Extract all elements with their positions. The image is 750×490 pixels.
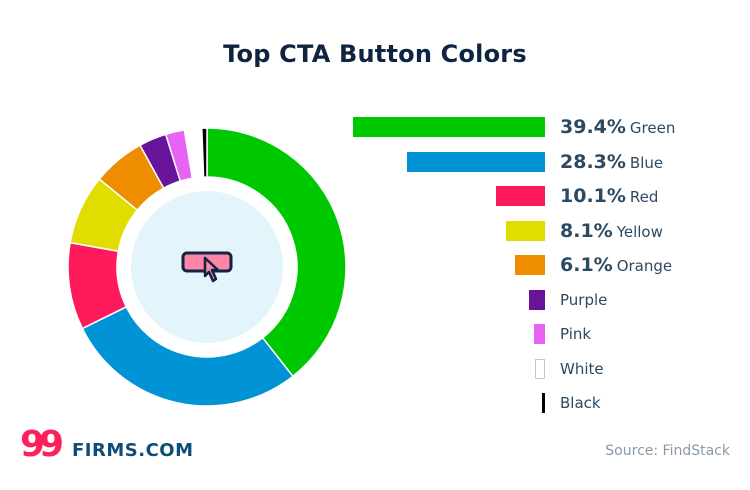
legend-row-green: 39.4% Green [340, 115, 740, 139]
legend-bar [535, 358, 545, 379]
legend-percent: 10.1% [560, 185, 626, 207]
legend-percent: 8.1% [560, 219, 613, 242]
donut-slice-black [200, 127, 208, 178]
legend-row-orange: 6.1% Orange [340, 253, 740, 277]
legend-row-white: White [340, 357, 740, 381]
legend-label: 8.1% Yellow [560, 219, 663, 244]
legend-bar [542, 393, 545, 413]
legend-category: Orange [616, 257, 673, 275]
legend-percent: 28.3% [560, 150, 626, 173]
legend-bar [529, 289, 545, 310]
legend-category: Pink [560, 325, 592, 343]
legend-category: Green [629, 119, 676, 137]
chart-title: Top CTA Button Colors [223, 40, 527, 68]
button-click-cursor-icon [181, 251, 233, 283]
legend-label: 39.4% Green [560, 115, 675, 140]
logo-number: 99 [20, 424, 64, 465]
legend-label: White [560, 357, 604, 381]
legend-row-black: Black [340, 391, 740, 415]
legend-row-purple: Purple [340, 288, 740, 312]
legend-category: Black [560, 394, 601, 412]
legend-percent: 6.1% [560, 254, 613, 276]
legend-label: Purple [560, 288, 607, 312]
legend-category: Yellow [616, 222, 663, 241]
source-note: Source: FindStack [605, 443, 730, 459]
logo-text: FIRMS.COM [72, 440, 194, 461]
legend-percent: 39.4% [560, 116, 626, 138]
legend-category: Blue [629, 153, 664, 172]
legend-bar [515, 255, 545, 275]
legend-label: Pink [560, 322, 591, 346]
legend-label: Black [560, 391, 601, 415]
legend-bar [407, 151, 545, 172]
legend-bar [495, 186, 545, 206]
legend-row-pink: Pink [340, 322, 740, 346]
legend-label: 28.3% Blue [560, 150, 663, 175]
legend-row-red: 10.1% Red [340, 184, 740, 208]
legend-category: Red [629, 188, 659, 206]
legend-label: 6.1% Orange [560, 253, 672, 278]
legend-category: White [560, 359, 604, 378]
legend-bar [353, 117, 545, 137]
legend-category: Purple [560, 290, 608, 309]
legend-row-blue: 28.3% Blue [340, 150, 740, 174]
legend-row-yellow: 8.1% Yellow [340, 219, 740, 243]
legend-label: 10.1% Red [560, 184, 658, 209]
legend-bar [534, 324, 545, 344]
donut-slice-green [206, 127, 347, 378]
legend-bar [505, 220, 545, 241]
donut-slice-blue [81, 305, 294, 407]
